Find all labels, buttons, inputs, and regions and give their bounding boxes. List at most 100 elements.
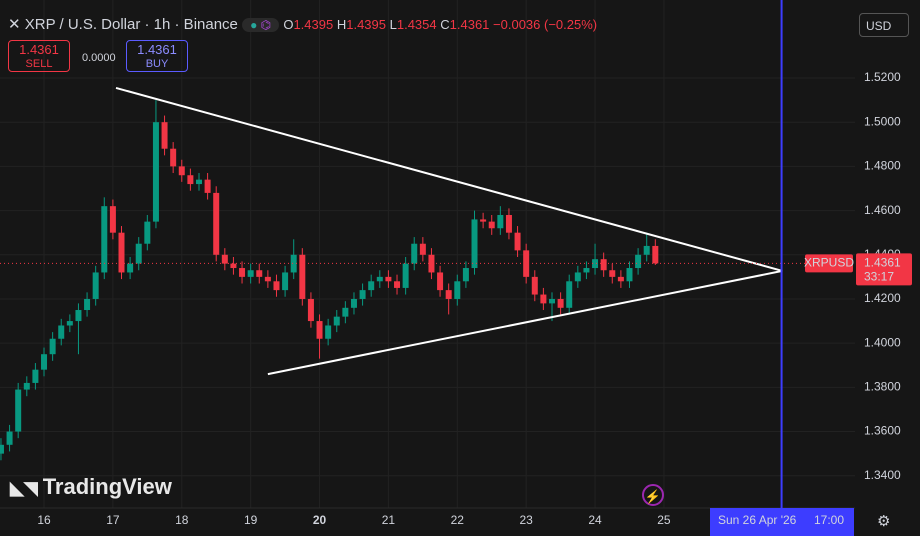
candle-body (325, 325, 332, 339)
candle-body (454, 281, 461, 299)
candle-body (333, 316, 340, 326)
buy-button[interactable]: 1.4361 BUY (126, 40, 188, 72)
candle-body (101, 206, 108, 273)
candle-body (299, 254, 306, 299)
candle-body (385, 276, 392, 282)
settings-icon[interactable]: ⚙ (877, 513, 891, 530)
candle-body (239, 268, 246, 277)
candle-body (540, 294, 547, 304)
candle-body (514, 232, 521, 251)
candle-body (411, 243, 418, 264)
symbol-tag: XRPUSD (804, 256, 854, 270)
candle-body (282, 272, 289, 291)
label: H (336, 17, 347, 32)
value: 1.4395 (293, 17, 334, 32)
candle-body (204, 179, 211, 193)
spread: 0.0000 (82, 52, 116, 64)
candle-body (488, 221, 495, 229)
indicator-toggle[interactable]: ● ⌬ (242, 18, 280, 32)
trendline (267, 269, 783, 376)
y-tick-label: 1.4600 (864, 203, 901, 217)
symbol-tag-bg (805, 254, 853, 273)
candle-body (84, 298, 91, 311)
price-tag: 1.4361 (864, 256, 901, 270)
candle-body (66, 321, 73, 326)
candle-body (342, 307, 349, 317)
candle-body (49, 338, 56, 355)
candle-body (557, 298, 564, 308)
candle-body (548, 298, 555, 304)
ohlc: O1.4395 H1.4395 L1.4354 C1.4361 −0.0036 … (283, 17, 597, 32)
candle-body (505, 214, 512, 233)
candle-body (41, 354, 48, 370)
x-tick-label: 19 (244, 513, 258, 527)
candle-body (523, 250, 530, 277)
candle-body (6, 431, 13, 445)
symbol: XRP / U.S. Dollar · 1h · Binance (24, 16, 238, 33)
candle-body (600, 259, 607, 271)
candle-body (15, 389, 22, 432)
y-tick-label: 1.5000 (864, 114, 901, 128)
x-tick-label: 25 (657, 513, 671, 527)
x-tick-label: 18 (175, 513, 189, 527)
currency-button[interactable]: USD (859, 13, 909, 37)
candle-body (497, 214, 504, 229)
candle-body (428, 254, 435, 273)
y-tick-label: 1.4800 (864, 159, 901, 173)
candle-body (471, 219, 478, 269)
lightning-icon[interactable]: ⚡ (642, 484, 664, 506)
countdown: 33:17 (864, 270, 894, 284)
candle-body (592, 259, 599, 269)
candle-body (195, 179, 202, 185)
candle-body (170, 148, 177, 167)
candle-body (127, 263, 134, 273)
candle-body (609, 270, 616, 277)
candle-body (462, 268, 469, 282)
x-tick-label: 20 (313, 513, 327, 527)
candle-body (316, 321, 323, 339)
y-tick-label: 1.3800 (864, 380, 901, 394)
value: 1.4354 (396, 17, 437, 32)
candle-body (58, 325, 65, 339)
candle-body (350, 298, 357, 308)
y-tick-label: 1.3400 (864, 468, 901, 482)
y-tick-label: 1.4000 (864, 335, 901, 349)
candle-body (23, 382, 30, 390)
candle-body (359, 290, 366, 299)
marker-time: 17:00 (814, 513, 844, 527)
trendline (115, 86, 783, 272)
candle-body (617, 276, 624, 282)
label: SELL (25, 58, 53, 70)
candle-body (402, 263, 409, 288)
candle-body (32, 369, 39, 383)
y-tick-label: 1.5200 (864, 70, 901, 84)
label: BUY (145, 58, 169, 70)
candle-body (635, 254, 642, 269)
value: 1.4361 (449, 17, 490, 32)
candle-body (178, 166, 185, 176)
candle-body (480, 219, 487, 222)
x-tick-label: 24 (588, 513, 602, 527)
price-tag-bg (856, 253, 912, 286)
candle-body (213, 192, 220, 255)
candle-body (264, 276, 271, 282)
marker-date: Sun 26 Apr '26 (718, 513, 797, 527)
candle-body (574, 272, 581, 282)
candle-body (290, 254, 297, 273)
label: C (440, 17, 450, 32)
candle-body (652, 245, 659, 264)
candle-body (445, 290, 452, 299)
y-tick-label: 1.4200 (864, 291, 901, 305)
x-tick-label: 23 (519, 513, 533, 527)
close-icon[interactable]: ✕ (8, 16, 21, 33)
price: 1.4361 (19, 42, 59, 57)
brand: TradingView (42, 474, 172, 499)
brand-logo: ◣◥ TradingView (10, 474, 172, 499)
candle-body (135, 243, 142, 264)
label: O (283, 17, 294, 32)
sell-button[interactable]: 1.4361 SELL (8, 40, 70, 72)
x-tick-label: 21 (382, 513, 396, 527)
y-tick-label: 1.3600 (864, 424, 901, 438)
x-tick-label: 22 (451, 513, 465, 527)
